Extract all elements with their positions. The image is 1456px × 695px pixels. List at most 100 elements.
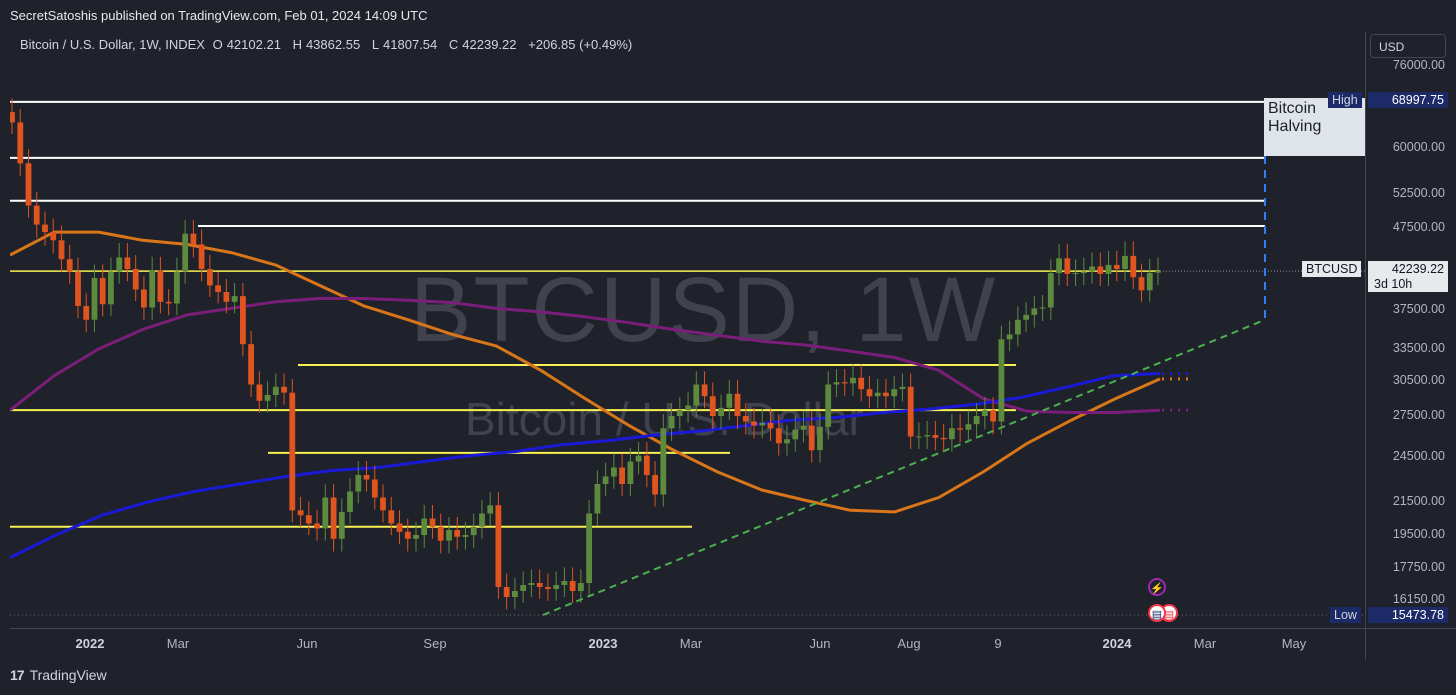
candle-body (305, 515, 312, 524)
bar-countdown-tag: 3d 10h (1368, 276, 1448, 292)
candle-body (10, 112, 15, 123)
candle-body (355, 475, 362, 492)
candle-body (223, 292, 230, 302)
candle-body (784, 439, 790, 444)
legend-open: O 42102.21 (213, 37, 285, 52)
candle-body (883, 392, 889, 397)
candle-body (371, 479, 378, 498)
candle-body (932, 435, 939, 438)
price-axis-tick: 16150.00 (1392, 592, 1445, 606)
candle-body (1039, 307, 1046, 309)
candle-body (256, 384, 263, 401)
candle-body (1146, 272, 1153, 291)
candle-body (503, 587, 510, 597)
time-axis-divider (10, 628, 1456, 629)
footer-brand[interactable]: 17 TradingView (10, 667, 107, 683)
candle-body (1056, 258, 1062, 274)
candle-body (965, 424, 972, 430)
candle-body (643, 455, 650, 475)
candle-body (380, 497, 386, 511)
candle-body (850, 377, 856, 384)
candle-body (693, 384, 700, 406)
candle-body (479, 513, 485, 527)
candle-body (99, 278, 106, 305)
candle-body (124, 257, 131, 269)
candle-body (775, 428, 782, 444)
candle-body (1023, 314, 1029, 320)
candle-body (17, 122, 24, 164)
candle-body (83, 305, 90, 320)
candle-body (363, 475, 370, 480)
candle-body (553, 585, 560, 589)
currency-button[interactable]: USD (1370, 34, 1446, 58)
time-axis-tick: 2022 (75, 636, 105, 651)
candle-body (924, 435, 931, 437)
candle-body (1105, 264, 1112, 274)
candle-body (240, 296, 246, 345)
us-flag-icon[interactable]: ▤ (1148, 604, 1166, 622)
candle-body (726, 393, 733, 408)
legend-open-label: O (212, 37, 223, 52)
candle-body (685, 405, 691, 411)
candle-body (1015, 319, 1021, 335)
candle-body (149, 270, 156, 308)
chart-plot-area[interactable]: BTCUSD, 1W Bitcoin / U.S. Dollar (10, 32, 1365, 628)
candle-body (899, 386, 906, 390)
candle-body (495, 505, 502, 587)
candle-body (561, 581, 568, 585)
candle-body (231, 296, 238, 302)
candle-body (322, 497, 329, 529)
candle-body (198, 244, 205, 269)
candle-body (1122, 255, 1128, 269)
price-chart-svg[interactable] (10, 32, 1365, 628)
candle-body (58, 240, 65, 260)
candle-body (190, 233, 197, 245)
time-axis-tick: 9 (994, 636, 1002, 651)
candle-body (866, 389, 873, 397)
time-axis-tick: Aug (897, 636, 921, 651)
candle-body (808, 425, 815, 451)
candle-body (973, 416, 980, 425)
legend-change: +206.85 (+0.49%) (528, 37, 633, 52)
candle-body (297, 510, 304, 516)
candle-body (437, 526, 444, 541)
last-value-tag: 42239.22 (1368, 261, 1448, 277)
low-value-tag: 15473.78 (1368, 607, 1448, 623)
lightning-icon[interactable]: ⚡ (1148, 578, 1166, 596)
candle-body (1130, 255, 1137, 278)
candle-body (676, 410, 683, 416)
time-axis-tick: 2023 (588, 636, 618, 651)
publisher-line: SecretSatoshis published on TradingView.… (0, 0, 1456, 32)
time-axis-tick: Jun (296, 636, 318, 651)
candle-body (940, 437, 947, 440)
price-axis-tick: 52500.00 (1392, 186, 1445, 200)
price-axis-tick: 60000.00 (1392, 140, 1445, 154)
candle-body (429, 518, 436, 527)
candle-body (330, 497, 337, 539)
candle-body (132, 269, 139, 290)
candle-body (841, 382, 848, 384)
price-axis-tick: 21500.00 (1392, 494, 1445, 508)
candle-body (833, 382, 840, 385)
legend-close: C 42239.22 (449, 37, 521, 52)
candle-body (734, 393, 741, 416)
candle-body (652, 475, 658, 495)
candle-body (157, 270, 164, 302)
candle-body (998, 339, 1005, 422)
candle-body (1138, 277, 1145, 291)
candle-body (338, 511, 345, 539)
price-axis-tick: 30500.00 (1392, 373, 1445, 387)
legend-symbol: Bitcoin / U.S. Dollar, 1W, INDEX (20, 37, 205, 52)
price-axis-tick: 33500.00 (1392, 341, 1445, 355)
candle-body (470, 526, 477, 536)
candle-body (701, 384, 708, 397)
candle-body (289, 392, 296, 511)
candle-body (512, 591, 518, 597)
candle-body (520, 585, 527, 591)
candle-body (545, 587, 551, 589)
candle-body (174, 271, 180, 304)
legend-open-value: 42102.21 (226, 37, 281, 52)
price-axis-tick: 17750.00 (1392, 560, 1445, 574)
candle-body (404, 531, 411, 539)
chart-legend: Bitcoin / U.S. Dollar, 1W, INDEX O 42102.… (20, 37, 636, 52)
